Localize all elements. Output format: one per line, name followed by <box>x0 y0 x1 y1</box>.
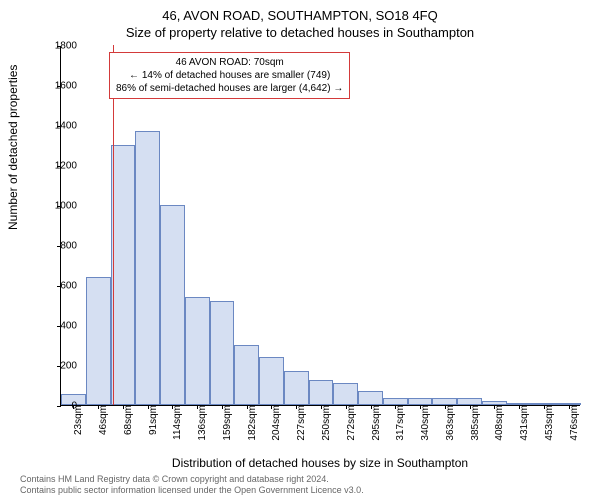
histogram-bar <box>309 380 334 405</box>
y-tick-label: 200 <box>47 361 77 372</box>
annotation-box: 46 AVON ROAD: 70sqm← 14% of detached hou… <box>109 52 350 99</box>
x-tick-label: 159sqm <box>222 405 233 441</box>
x-tick-label: 250sqm <box>321 405 332 441</box>
x-tick-label: 476sqm <box>569 405 580 441</box>
credit-line1: Contains HM Land Registry data © Crown c… <box>20 474 580 485</box>
y-tick-label: 1200 <box>47 161 77 172</box>
x-tick-label: 295sqm <box>371 405 382 441</box>
y-tick-label: 1400 <box>47 121 77 132</box>
y-tick-label: 1600 <box>47 81 77 92</box>
histogram-bar <box>234 345 259 405</box>
property-marker-line <box>113 45 114 405</box>
histogram-bar <box>358 391 383 405</box>
histogram-bar <box>383 398 408 405</box>
chart-title-line1: 46, AVON ROAD, SOUTHAMPTON, SO18 4FQ <box>0 0 600 23</box>
plot-area: 23sqm46sqm68sqm91sqm114sqm136sqm159sqm18… <box>60 46 580 406</box>
x-tick-label: 431sqm <box>519 405 530 441</box>
x-tick-label: 363sqm <box>445 405 456 441</box>
histogram-bar <box>284 371 309 405</box>
annotation-line: 86% of semi-detached houses are larger (… <box>116 82 343 95</box>
chart-container: 46, AVON ROAD, SOUTHAMPTON, SO18 4FQ Siz… <box>0 0 600 500</box>
histogram-bar <box>111 145 136 405</box>
histogram-bar <box>185 297 210 405</box>
x-tick-label: 385sqm <box>470 405 481 441</box>
x-axis-label: Distribution of detached houses by size … <box>60 456 580 470</box>
x-tick-label: 68sqm <box>123 405 134 435</box>
histogram-bar <box>457 398 482 405</box>
y-tick-label: 400 <box>47 321 77 332</box>
y-tick-label: 0 <box>47 401 77 412</box>
x-tick-label: 182sqm <box>247 405 258 441</box>
y-tick-label: 1000 <box>47 201 77 212</box>
y-tick-label: 800 <box>47 241 77 252</box>
histogram-bar <box>160 205 185 405</box>
histogram-bar <box>135 131 160 405</box>
annotation-line: 46 AVON ROAD: 70sqm <box>116 56 343 69</box>
x-tick-label: 317sqm <box>395 405 406 441</box>
histogram-bar <box>210 301 235 405</box>
x-tick-label: 136sqm <box>197 405 208 441</box>
x-tick-label: 408sqm <box>494 405 505 441</box>
x-tick-label: 340sqm <box>420 405 431 441</box>
y-tick-label: 600 <box>47 281 77 292</box>
x-tick-label: 46sqm <box>98 405 109 435</box>
x-tick-label: 453sqm <box>544 405 555 441</box>
credit-line2: Contains public sector information licen… <box>20 485 580 496</box>
histogram-bar <box>432 398 457 405</box>
x-tick-label: 114sqm <box>172 405 183 440</box>
credit-text: Contains HM Land Registry data © Crown c… <box>20 474 580 496</box>
histogram-bar <box>333 383 358 405</box>
histogram-bar <box>408 398 433 405</box>
chart-title-line2: Size of property relative to detached ho… <box>0 23 600 40</box>
x-tick-label: 272sqm <box>346 405 357 441</box>
x-tick-label: 91sqm <box>148 405 159 435</box>
annotation-line: ← 14% of detached houses are smaller (74… <box>116 69 343 82</box>
histogram-bar <box>259 357 284 405</box>
x-tick-label: 227sqm <box>296 405 307 441</box>
histogram-bar <box>86 277 111 405</box>
y-tick-label: 1800 <box>47 41 77 52</box>
y-axis-label: Number of detached properties <box>6 65 20 230</box>
x-tick-label: 204sqm <box>271 405 282 441</box>
